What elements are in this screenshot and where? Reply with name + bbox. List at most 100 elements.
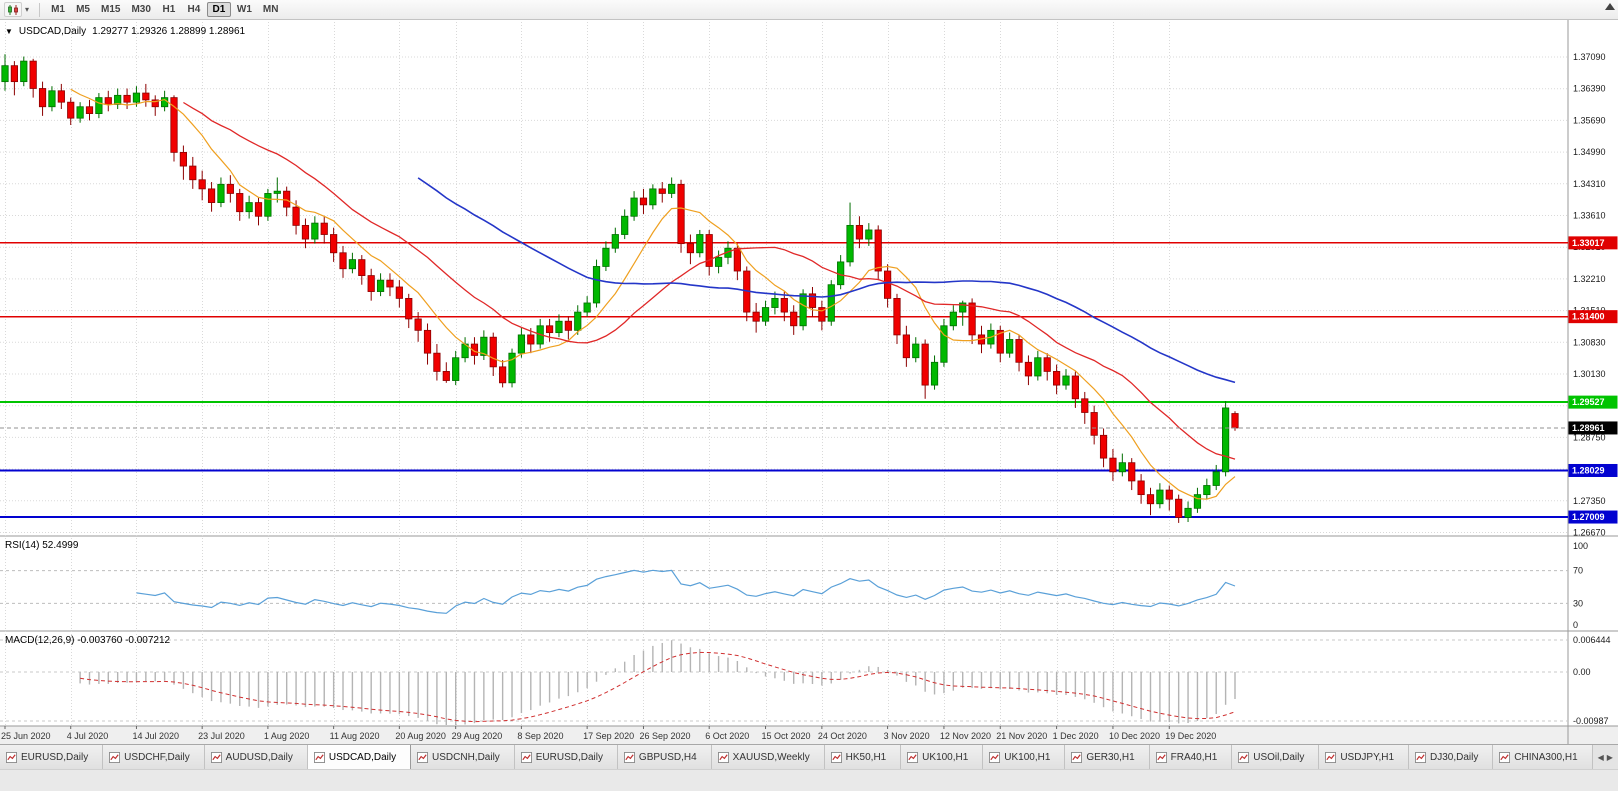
bottom-strip xyxy=(0,769,1618,791)
chart-tab-label: CHINA300,H1 xyxy=(1514,751,1578,763)
chart-tabs: EURUSD,Daily USDCHF,Daily AUDUSD,Daily USDC… xyxy=(0,744,1618,769)
timeframe-button-m15[interactable]: M15 xyxy=(96,2,125,17)
chart-tab-label: UK100,H1 xyxy=(1004,751,1051,763)
svg-text:0.006444: 0.006444 xyxy=(1573,635,1611,645)
tabs-scroll-left-icon[interactable]: ◀ xyxy=(1597,752,1604,762)
svg-text:8 Sep 2020: 8 Sep 2020 xyxy=(517,731,563,741)
mini-chart-icon xyxy=(623,751,635,763)
svg-text:1.30130: 1.30130 xyxy=(1573,369,1606,379)
chart-tab-label: USOil,Daily xyxy=(1253,751,1305,763)
svg-text:1.33017: 1.33017 xyxy=(1572,238,1605,248)
chart-tab-china300-h1[interactable]: CHINA300,H1 xyxy=(1493,745,1593,769)
chart-tab-ger30-h1[interactable]: GER30,H1 xyxy=(1065,745,1150,769)
svg-text:6 Oct 2020: 6 Oct 2020 xyxy=(705,731,749,741)
mini-chart-icon xyxy=(1325,751,1337,763)
chart-tab-label: XAUUSD,Weekly xyxy=(732,751,810,763)
svg-text:1.28029: 1.28029 xyxy=(1572,465,1605,475)
chart-tab-xauusd-weekly[interactable]: XAUUSD,Weekly xyxy=(711,745,825,769)
mini-chart-icon xyxy=(830,751,842,763)
candlestick-series[interactable] xyxy=(1,54,1239,523)
svg-text:26 Sep 2020: 26 Sep 2020 xyxy=(639,731,690,741)
svg-text:1.32210: 1.32210 xyxy=(1573,274,1606,284)
chart-tab-label: USDCHF,Daily xyxy=(124,751,190,763)
chart-tab-eurusd-daily[interactable]: EURUSD,Daily xyxy=(514,745,618,769)
svg-text:1.31400: 1.31400 xyxy=(1572,312,1605,322)
svg-text:30: 30 xyxy=(1573,598,1583,608)
svg-text:1.29527: 1.29527 xyxy=(1572,397,1605,407)
mini-chart-icon xyxy=(1414,751,1426,763)
chart-tab-label: EURUSD,Daily xyxy=(21,751,89,763)
chart-title: ▼ USDCAD,Daily 1.29277 1.29326 1.28899 1… xyxy=(5,26,245,37)
horizontal-level-lines[interactable] xyxy=(0,242,1568,519)
mini-chart-icon xyxy=(1155,751,1167,763)
chart-tab-label: USDCAD,Daily xyxy=(328,751,397,763)
chart-tab-eurusd-daily[interactable]: EURUSD,Daily xyxy=(0,745,104,769)
chart-canvas[interactable]: 1.37090 1.36390 1.35690 1.34990 1.34310 1.336… xyxy=(0,0,1618,744)
chart-tab-usdcnh-daily[interactable]: USDCNH,Daily xyxy=(411,745,515,769)
price-tags: 1.33017 1.31400 1.29527 1.28029 1.27009 1.289… xyxy=(1568,236,1618,524)
chart-tab-gbpusd-h4[interactable]: GBPUSD,H4 xyxy=(617,745,712,769)
timeframe-button-m5[interactable]: M5 xyxy=(71,2,95,17)
chart-tab-label: GER30,H1 xyxy=(1086,751,1135,763)
moving-average-8 xyxy=(70,88,1236,500)
chart-tab-label: USDCNH,Daily xyxy=(432,751,500,763)
scroll-up-icon[interactable] xyxy=(1605,3,1615,10)
mini-chart-icon xyxy=(1071,751,1083,763)
svg-text:1.35690: 1.35690 xyxy=(1573,115,1606,125)
svg-text:23 Jul 2020: 23 Jul 2020 xyxy=(198,731,245,741)
date-axis[interactable]: 25 Jun 2020 4 Jul 2020 14 Jul 2020 23 Jul 2… xyxy=(1,726,1216,741)
svg-text:3 Nov 2020: 3 Nov 2020 xyxy=(884,731,930,741)
chart-type-icon[interactable] xyxy=(4,2,22,17)
svg-text:4 Jul 2020: 4 Jul 2020 xyxy=(67,731,109,741)
moving-average-45 xyxy=(417,177,1236,384)
chart-tab-usdchf-daily[interactable]: USDCHF,Daily xyxy=(103,745,205,769)
timeframe-button-m1[interactable]: M1 xyxy=(46,2,70,17)
chart-tab-hk50-h1[interactable]: HK50,H1 xyxy=(824,745,902,769)
chart-tab-usdcad-daily[interactable]: USDCAD,Daily xyxy=(307,745,412,769)
chart-tab-fra40-h1[interactable]: FRA40,H1 xyxy=(1149,745,1233,769)
mini-chart-icon xyxy=(210,751,222,763)
timeframe-button-h1[interactable]: H1 xyxy=(157,2,181,17)
svg-text:-0.00987: -0.00987 xyxy=(1573,716,1609,726)
svg-text:24 Oct 2020: 24 Oct 2020 xyxy=(818,731,867,741)
svg-text:0.00: 0.00 xyxy=(1573,667,1591,677)
svg-text:1.28750: 1.28750 xyxy=(1573,432,1606,442)
timeframe-buttons: M1 M5 M15 M30 H1 H4 D1 W1 MN xyxy=(46,2,283,17)
timeframe-button-w1[interactable]: W1 xyxy=(232,2,257,17)
chart-tab-label: EURUSD,Daily xyxy=(535,751,603,763)
mini-chart-icon xyxy=(109,751,121,763)
timeframe-dropdown-icon[interactable]: ▾ xyxy=(25,5,30,14)
svg-text:1 Dec 2020: 1 Dec 2020 xyxy=(1053,731,1099,741)
timeframe-button-m30[interactable]: M30 xyxy=(126,2,155,17)
svg-text:11 Aug 2020: 11 Aug 2020 xyxy=(330,731,380,741)
mini-chart-icon xyxy=(520,751,532,763)
tabs-scroll-arrows: ◀ ▶ xyxy=(1593,745,1618,769)
svg-text:25 Jun 2020: 25 Jun 2020 xyxy=(1,731,51,741)
mini-chart-icon xyxy=(417,751,429,763)
chart-menu-arrow-icon[interactable]: ▼ xyxy=(5,27,13,36)
mini-chart-icon xyxy=(1499,751,1511,763)
tabs-scroll-right-icon[interactable]: ▶ xyxy=(1606,752,1613,762)
chart-tab-label: HK50,H1 xyxy=(845,751,887,763)
timeframe-button-mn[interactable]: MN xyxy=(258,2,284,17)
chart-symbol-label: USDCAD,Daily xyxy=(18,26,87,37)
timeframe-button-h4[interactable]: H4 xyxy=(182,2,206,17)
chart-tab-dj30-daily[interactable]: DJ30,Daily xyxy=(1408,745,1494,769)
chart-tab-audusd-daily[interactable]: AUDUSD,Daily xyxy=(204,745,308,769)
mini-chart-icon xyxy=(717,751,729,763)
chart-tab-label: AUDUSD,Daily xyxy=(225,751,293,763)
chart-tab-uk100-h1[interactable]: UK100,H1 xyxy=(901,745,984,769)
timeframe-button-d1[interactable]: D1 xyxy=(206,2,231,17)
rsi-line xyxy=(136,569,1236,614)
svg-text:15 Oct 2020: 15 Oct 2020 xyxy=(762,731,811,741)
svg-text:1.34990: 1.34990 xyxy=(1573,147,1606,157)
svg-text:17 Sep 2020: 17 Sep 2020 xyxy=(583,731,634,741)
chart-tab-uk100-h1[interactable]: UK100,H1 xyxy=(983,745,1066,769)
svg-text:1.30830: 1.30830 xyxy=(1573,337,1606,347)
svg-text:100: 100 xyxy=(1573,541,1588,551)
chart-tab-usoil-daily[interactable]: USOil,Daily xyxy=(1232,745,1320,769)
chart-tab-label: USDJPY,H1 xyxy=(1340,751,1395,763)
chart-tab-usdjpy-h1[interactable]: USDJPY,H1 xyxy=(1319,745,1409,769)
mini-chart-icon xyxy=(313,751,325,763)
chart-tab-label: GBPUSD,H4 xyxy=(638,751,697,763)
